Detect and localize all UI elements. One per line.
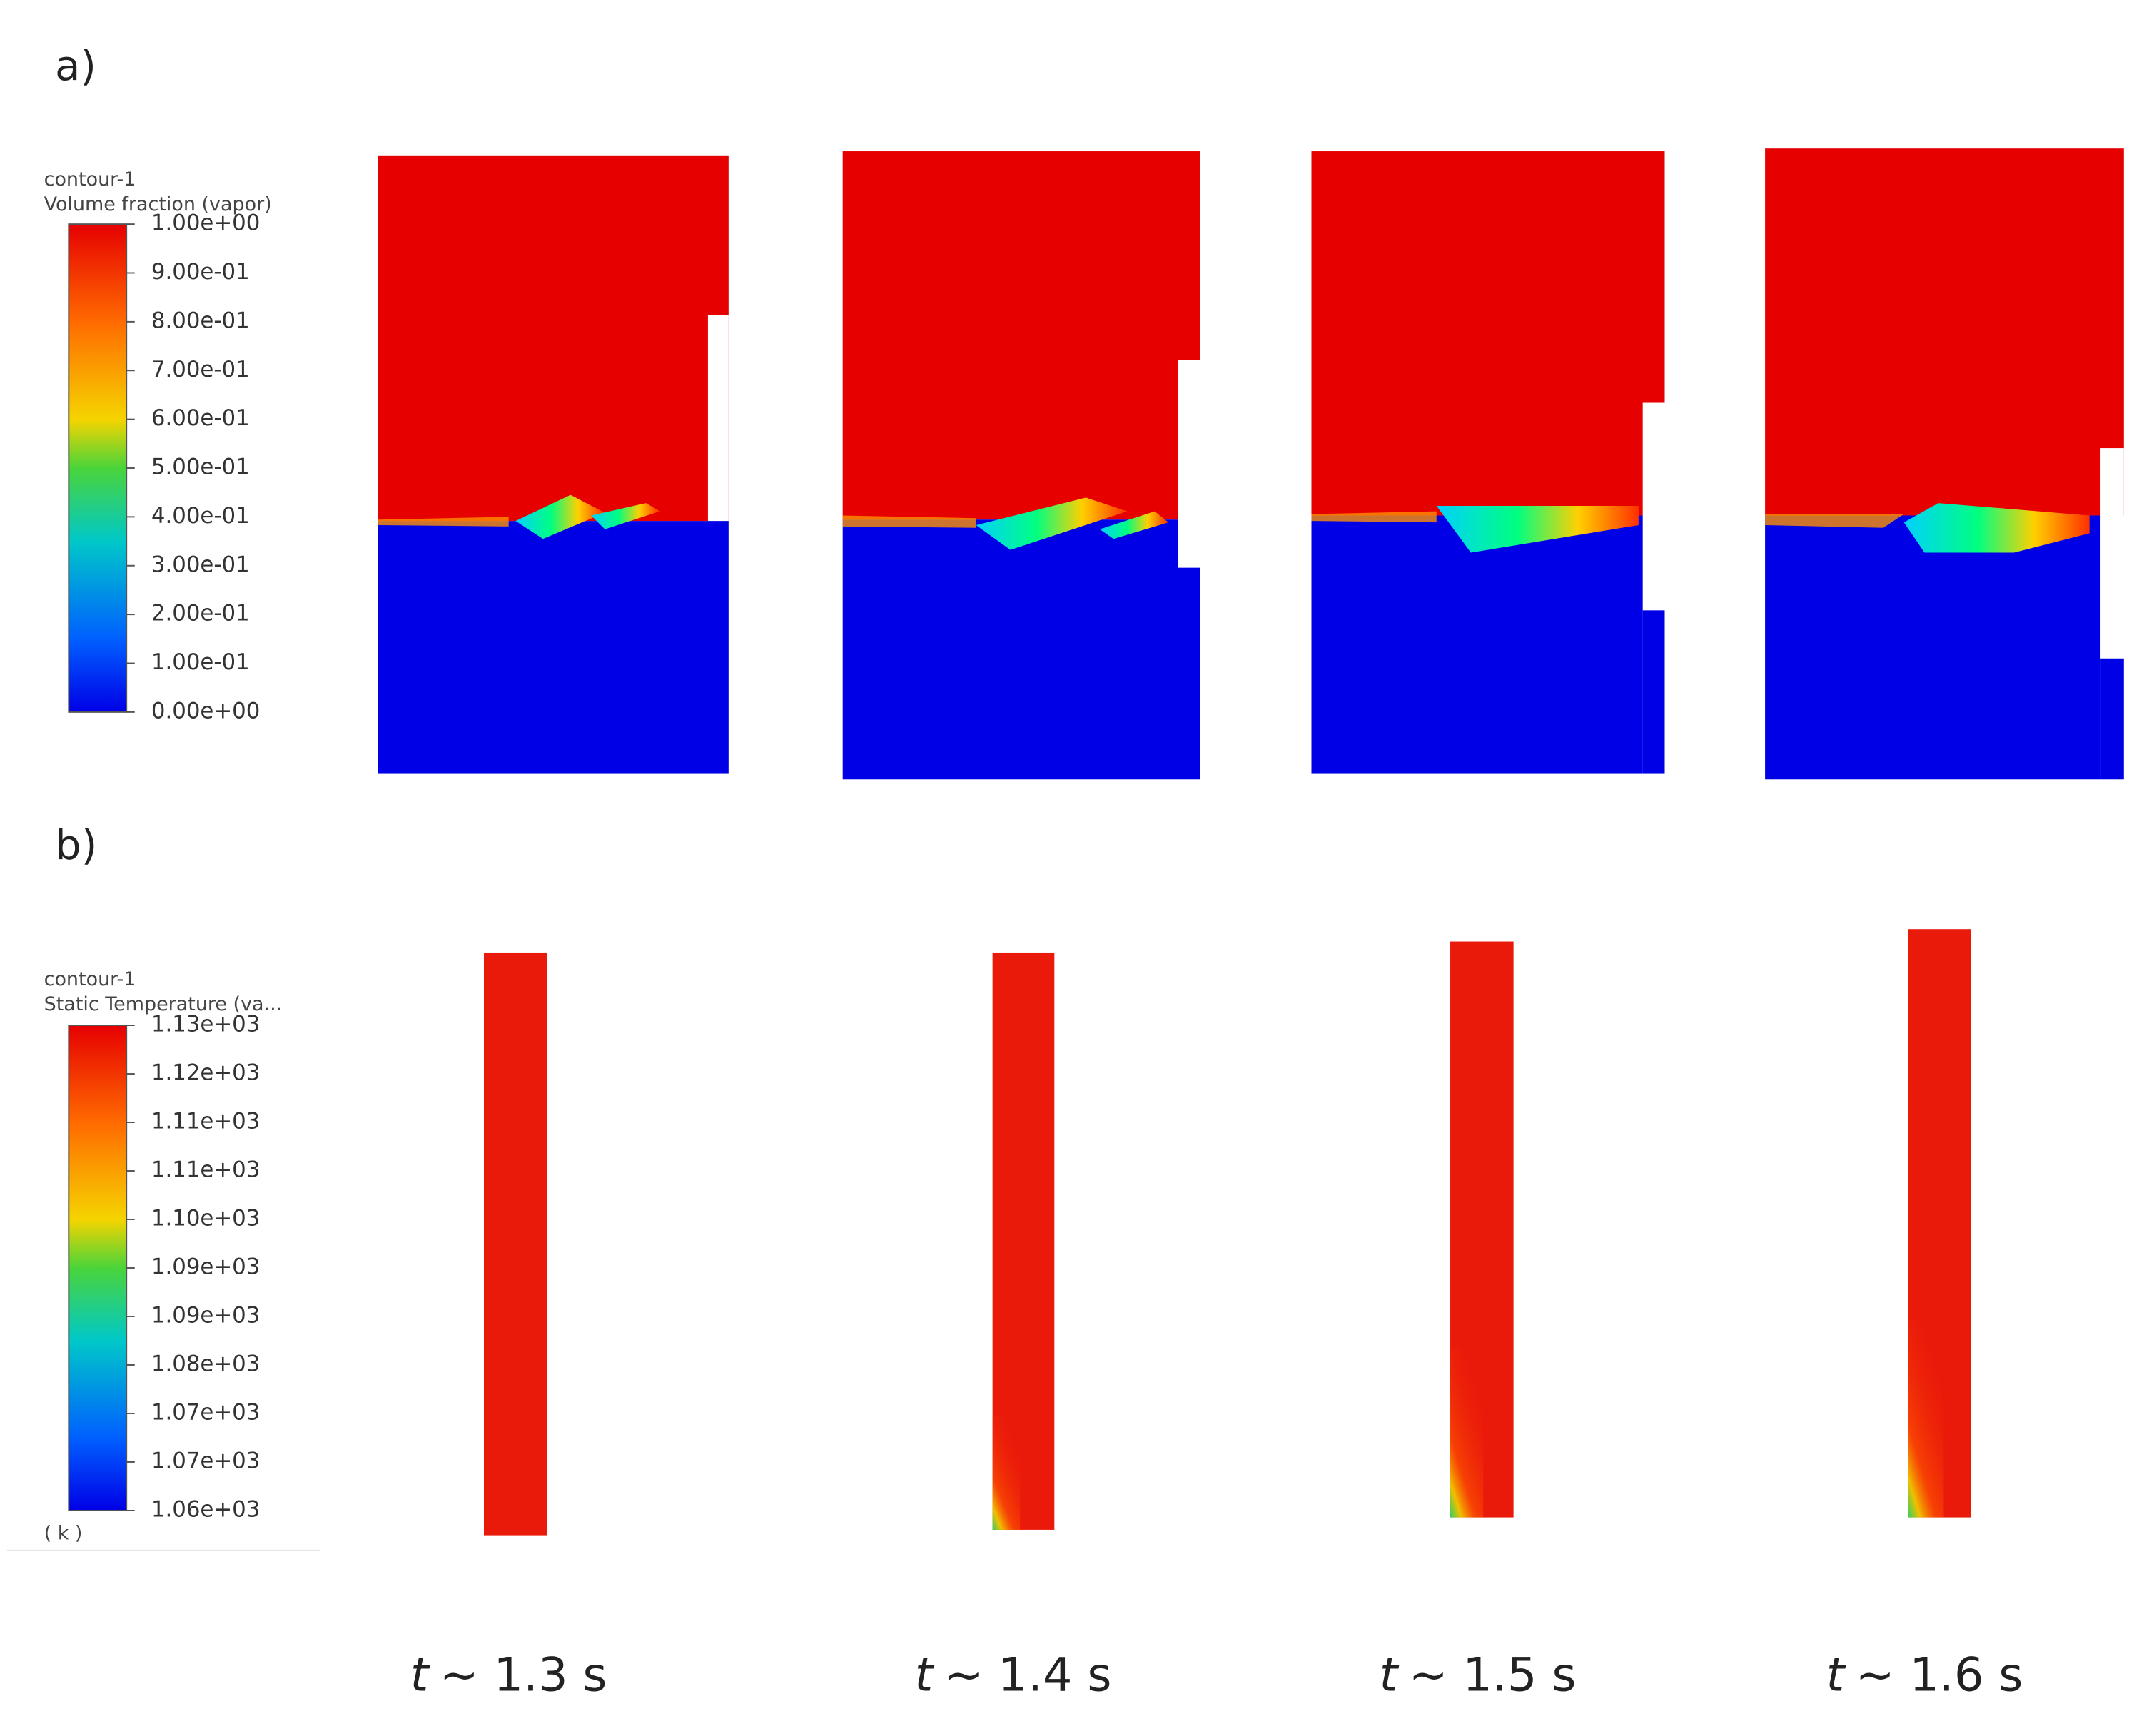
temperature-contour (1450, 941, 1514, 1518)
time-value: ~ 1.6 s (1856, 1648, 2023, 1702)
colorbar: contour-1 Volume fraction (vapor) 1.00e+… (44, 168, 272, 724)
colorbar-tick-label: 1.07e+03 (151, 1399, 261, 1425)
time-variable: t (915, 1648, 935, 1702)
time-label: t ~ 1.3 s (410, 1648, 607, 1702)
temperature-contour (1908, 929, 1972, 1518)
colorbar-title: contour-1 (44, 168, 136, 191)
colorbar-tick-label: 9.00e-01 (151, 259, 250, 285)
panel-label: a) (55, 41, 96, 90)
colorbar-title: contour-1 (44, 968, 136, 990)
colorbar-tick-label: 3.00e-01 (151, 552, 250, 577)
colorbar-tick-label: 1.09e+03 (151, 1302, 261, 1328)
colorbar-tick-label: 5.00e-01 (151, 455, 250, 480)
colorbar-tick-label: 1.12e+03 (151, 1060, 261, 1086)
vapor-contour (1765, 148, 2124, 780)
colorbar-tick-label: 1.11e+03 (151, 1109, 261, 1135)
vapor-contour (842, 151, 1200, 780)
colorbar-title: Static Temperature (va... (44, 993, 283, 1015)
colorbar-tick-label: 4.00e-01 (151, 503, 250, 529)
colorbar-tick-label: 1.07e+03 (151, 1448, 261, 1473)
time-variable: t (410, 1648, 430, 1702)
colorbar-tick-label: 1.00e+00 (151, 210, 261, 236)
colorbar-tick-label: 1.09e+03 (151, 1254, 261, 1279)
colorbar-scale (68, 1025, 128, 1511)
time-value: ~ 1.5 s (1409, 1648, 1577, 1702)
time-value: ~ 1.4 s (944, 1648, 1112, 1702)
time-variable: t (1826, 1648, 1846, 1702)
colorbar-tick-label: 0.00e+00 (151, 698, 261, 724)
colorbar-tick-label: 7.00e-01 (151, 357, 250, 382)
time-label: t ~ 1.4 s (915, 1648, 1112, 1702)
colorbar-title: Volume fraction (vapor) (44, 193, 272, 215)
colorbar-tick-label: 8.00e-01 (151, 308, 250, 333)
colorbar-unit: ( k ) (44, 1522, 83, 1544)
colorbar-tick-label: 6.00e-01 (151, 405, 250, 431)
panel-label: b) (55, 821, 97, 869)
colorbar-tick-label: 1.00e-01 (151, 649, 250, 675)
colorbar-scale (68, 223, 128, 713)
time-labels: t ~ 1.3 s t ~ 1.4 s t ~ 1.5 s t ~ 1.6 s (410, 1648, 2023, 1702)
time-variable: t (1380, 1648, 1400, 1702)
time-value: ~ 1.3 s (440, 1648, 607, 1702)
vapor-contour (1311, 151, 1665, 774)
vapor-contour (378, 155, 729, 774)
temperature-contour (992, 952, 1055, 1530)
time-label: t ~ 1.5 s (1380, 1648, 1577, 1702)
colorbar-tick-label: 1.10e+03 (151, 1206, 261, 1232)
colorbar-tick-label: 1.06e+03 (151, 1496, 261, 1522)
colorbar-tick-label: 1.13e+03 (151, 1012, 261, 1037)
time-label: t ~ 1.6 s (1826, 1648, 2023, 1702)
temperature-contour (483, 952, 547, 1536)
colorbar-tick-label: 1.08e+03 (151, 1351, 261, 1376)
colorbar-tick-label: 1.11e+03 (151, 1157, 261, 1183)
colorbar: contour-1 Static Temperature (va... ( k … (6, 968, 320, 1551)
colorbar-tick-label: 2.00e-01 (151, 601, 250, 626)
